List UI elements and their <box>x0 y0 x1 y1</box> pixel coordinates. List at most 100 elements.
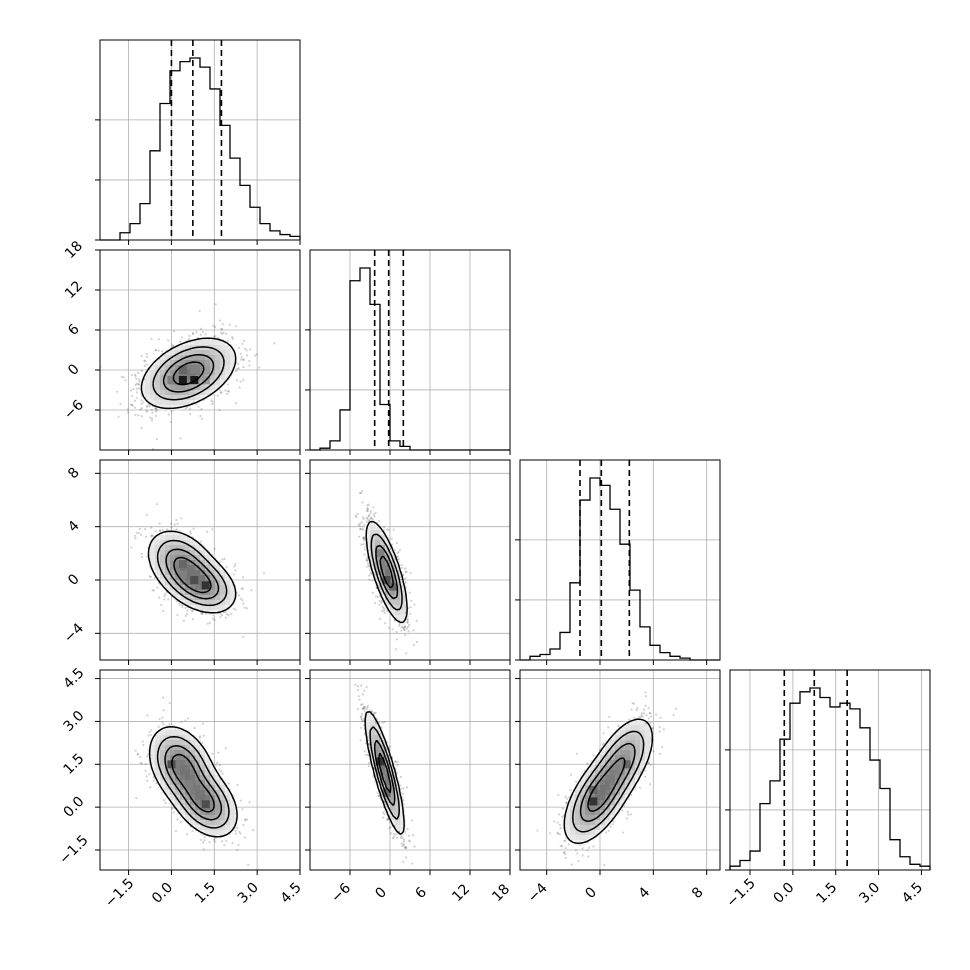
density-panel-1-0 <box>95 249 301 455</box>
density-cell <box>395 575 401 581</box>
sample-point <box>173 523 176 526</box>
density-cell <box>165 355 171 361</box>
sample-point <box>366 562 370 565</box>
sample-point <box>145 352 148 356</box>
density-cell <box>195 590 201 596</box>
sample-point <box>406 621 409 624</box>
density-cell <box>185 570 191 576</box>
sample-point <box>557 793 560 797</box>
density-peak-cell <box>201 366 210 374</box>
sample-point <box>119 403 122 406</box>
density-cell <box>400 615 406 621</box>
sample-point <box>647 707 650 710</box>
density-cell <box>215 805 221 811</box>
sample-point <box>184 606 187 609</box>
sample-point <box>360 490 364 493</box>
sample-point <box>399 775 402 778</box>
sample-point <box>240 358 243 361</box>
density-cell <box>365 715 371 721</box>
density-cell <box>610 765 616 771</box>
sample-point <box>639 715 642 718</box>
density-cell <box>225 605 231 611</box>
density-cell <box>215 595 221 601</box>
sample-point <box>234 569 237 572</box>
sample-point <box>245 354 249 357</box>
sample-point <box>122 376 125 379</box>
density-cell <box>205 755 211 761</box>
y-tick-label: 4 <box>65 518 83 536</box>
sample-point <box>147 734 150 737</box>
sample-point <box>366 565 369 568</box>
sample-point <box>199 735 202 738</box>
sample-point <box>361 501 364 504</box>
density-cell <box>625 735 631 741</box>
sample-point <box>238 386 241 389</box>
sample-point <box>536 829 539 832</box>
density-cell <box>185 575 191 581</box>
sample-point <box>221 323 225 326</box>
density-cell <box>170 725 176 731</box>
sample-point <box>356 708 360 711</box>
density-cell <box>220 580 226 586</box>
density-cell <box>155 565 161 571</box>
density-cell <box>190 570 196 576</box>
density-cell <box>180 740 186 746</box>
sample-point <box>387 626 391 629</box>
sample-point <box>191 618 194 621</box>
density-cell <box>165 745 171 751</box>
density-cell <box>185 375 191 381</box>
density-cell <box>170 730 176 736</box>
density-cell <box>220 600 226 606</box>
sample-point <box>402 799 405 802</box>
sample-point <box>558 833 561 836</box>
y-tick-label: 3.0 <box>60 708 87 735</box>
sample-point <box>602 742 605 745</box>
sample-point <box>375 722 378 725</box>
sample-point <box>367 515 370 518</box>
density-cell <box>180 400 186 406</box>
density-cell <box>585 810 591 816</box>
density-cell <box>170 570 176 576</box>
density-cell <box>625 755 631 761</box>
sample-point <box>378 603 381 606</box>
density-cell <box>165 785 171 791</box>
density-cell <box>640 760 646 766</box>
density-cell <box>190 350 196 356</box>
sample-point <box>201 330 205 334</box>
density-cell <box>210 385 216 391</box>
density-cell <box>610 780 616 786</box>
density-cell <box>180 350 186 356</box>
sample-point <box>408 840 411 843</box>
density-cell <box>365 535 371 541</box>
sample-point <box>234 832 238 835</box>
sample-point <box>374 711 377 714</box>
sample-point <box>212 324 215 327</box>
sample-point <box>262 571 266 574</box>
sample-point <box>406 620 409 624</box>
sample-point <box>211 400 214 403</box>
density-cell <box>200 765 206 771</box>
density-cell <box>595 800 601 806</box>
sample-point <box>131 403 134 406</box>
sample-point <box>374 601 377 605</box>
sample-point <box>144 535 148 538</box>
density-cell <box>225 360 231 366</box>
density-cell <box>170 365 176 371</box>
density-cell <box>185 735 191 741</box>
density-cell <box>150 385 156 391</box>
density-cell <box>615 775 621 781</box>
density-cell <box>375 570 381 576</box>
sample-point <box>213 547 216 550</box>
density-cell <box>170 550 176 556</box>
sample-point <box>374 511 377 515</box>
density-cell <box>180 790 186 796</box>
sample-point <box>200 417 203 420</box>
density-contour <box>563 718 654 844</box>
sample-point <box>401 844 404 847</box>
sample-point <box>226 383 230 386</box>
density-cell <box>205 795 211 801</box>
density-peak-cell <box>589 797 598 806</box>
density-cell <box>165 550 171 556</box>
density-cell <box>230 350 236 356</box>
density-cell <box>195 795 201 801</box>
